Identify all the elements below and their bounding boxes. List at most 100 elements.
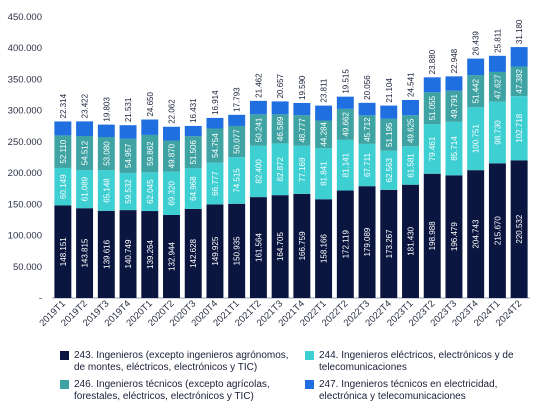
- bar-segment-244: [315, 148, 333, 200]
- bar-segment-247: [402, 99, 419, 116]
- bar-segment-243: [228, 203, 246, 298]
- bar-segment-244: [184, 168, 202, 209]
- bar-segment-247: [97, 124, 115, 137]
- data-label: 49.791: [450, 93, 459, 118]
- y-tick-label: 400.000: [8, 43, 42, 54]
- bar-segment-243: [510, 160, 528, 298]
- bar-segment-243: [467, 170, 485, 298]
- bar-segment-243: [336, 190, 354, 298]
- bar-segment-247: [293, 102, 311, 116]
- bar-segment-246: [510, 66, 528, 97]
- data-label-total: 21.531: [124, 97, 133, 122]
- data-label: 54.754: [211, 133, 220, 158]
- bar-segment-247: [249, 100, 267, 115]
- bar-segment-247: [467, 58, 485, 76]
- data-label: 61.089: [81, 176, 90, 201]
- legend-item-243: 243. Ingenieros (excepto ingenieros agró…: [60, 350, 290, 374]
- data-label: 161.564: [254, 233, 263, 262]
- bar-segment-246: [119, 138, 137, 173]
- data-label: 51.195: [385, 122, 394, 147]
- data-label-total: 24.541: [407, 72, 416, 97]
- bar-segment-244: [141, 172, 159, 212]
- data-label: 69.320: [168, 181, 177, 206]
- bar-segment-244: [510, 96, 528, 161]
- data-label: 102.718: [515, 113, 524, 142]
- bar-segment-243: [119, 210, 137, 298]
- data-label-total: 23.880: [428, 49, 437, 74]
- data-label: 62.563: [385, 157, 394, 182]
- data-label: 132.944: [168, 241, 177, 270]
- bar-segment-243: [97, 210, 115, 298]
- bar-segment-243: [184, 208, 202, 298]
- data-label: 139.264: [146, 240, 155, 269]
- data-label: 51.442: [472, 78, 481, 103]
- bar-segment-247: [206, 117, 224, 129]
- y-tick-label: 300.000: [8, 106, 42, 117]
- data-label-total: 20.657: [276, 73, 285, 98]
- data-label-total: 21.104: [385, 78, 394, 103]
- bar-segment-243: [380, 189, 398, 298]
- bar-segment-244: [76, 170, 94, 209]
- data-label: 59.532: [124, 179, 133, 204]
- bar-segment-244: [97, 170, 115, 211]
- legend-item-246: 246. Ingenieros técnicos (excepto agríco…: [60, 379, 290, 403]
- data-label-total: 23.811: [320, 78, 329, 102]
- data-label: 62.045: [146, 179, 155, 204]
- bar-segment-243: [293, 193, 311, 298]
- data-label: 47.382: [515, 69, 524, 94]
- bar-segment-243: [423, 173, 441, 298]
- bar-segment-243: [54, 205, 72, 298]
- bar-segment-246: [76, 136, 94, 171]
- bar-segment-246: [141, 134, 159, 173]
- data-label-total: 22.948: [450, 48, 459, 73]
- bar-segment-244: [163, 171, 180, 215]
- data-label-total: 19.515: [341, 69, 350, 94]
- y-tick-label: 250.000: [8, 137, 42, 148]
- bar-segment-247: [54, 121, 72, 136]
- data-label: 74.515: [233, 168, 242, 193]
- bar-segment-246: [488, 71, 506, 102]
- data-label: 64.968: [189, 176, 198, 201]
- bar-segment-244: [488, 101, 506, 164]
- bar-segment-243: [315, 199, 333, 298]
- legend-swatch-243: [60, 351, 69, 360]
- data-label: 53.080: [102, 141, 111, 166]
- y-tick-label: -: [39, 293, 42, 304]
- bar-segment-243: [76, 208, 94, 298]
- y-tick-label: 150.000: [8, 199, 42, 210]
- data-label-total: 20.056: [363, 75, 372, 100]
- bar-segment-244: [467, 107, 485, 171]
- data-label: 44.284: [320, 122, 329, 147]
- data-label: 196.479: [450, 222, 459, 251]
- bar-segment-244: [54, 167, 72, 206]
- data-label: 198.988: [428, 221, 437, 250]
- bar-segment-247: [271, 101, 289, 115]
- bar-segment-247: [141, 119, 159, 135]
- bar-segment-244: [423, 124, 441, 174]
- data-label: 50.077: [233, 129, 242, 154]
- bar-segment-246: [163, 140, 180, 172]
- bar-segment-246: [402, 115, 419, 147]
- bar-segment-247: [336, 96, 354, 109]
- bar-segment-244: [119, 172, 137, 211]
- bar-segment-247: [488, 55, 506, 72]
- bar-segment-246: [423, 92, 441, 125]
- data-label: 100.751: [472, 124, 481, 153]
- data-label-total: 19.590: [298, 75, 307, 100]
- data-label-total: 31.180: [515, 19, 524, 44]
- data-label: 51.055: [428, 95, 437, 120]
- data-label: 60.149: [59, 174, 68, 199]
- bar-segment-244: [402, 146, 419, 185]
- bar-segment-243: [163, 214, 180, 298]
- data-label-total: 24.650: [146, 92, 155, 117]
- bar-segment-243: [249, 197, 267, 298]
- bar-segment-246: [206, 128, 224, 163]
- data-label: 142.628: [189, 238, 198, 267]
- data-label: 179.089: [363, 227, 372, 256]
- data-label-total: 16.914: [211, 90, 220, 115]
- data-label: 158.166: [320, 234, 329, 263]
- data-label: 181.430: [407, 226, 416, 255]
- bar-segment-247: [358, 102, 376, 116]
